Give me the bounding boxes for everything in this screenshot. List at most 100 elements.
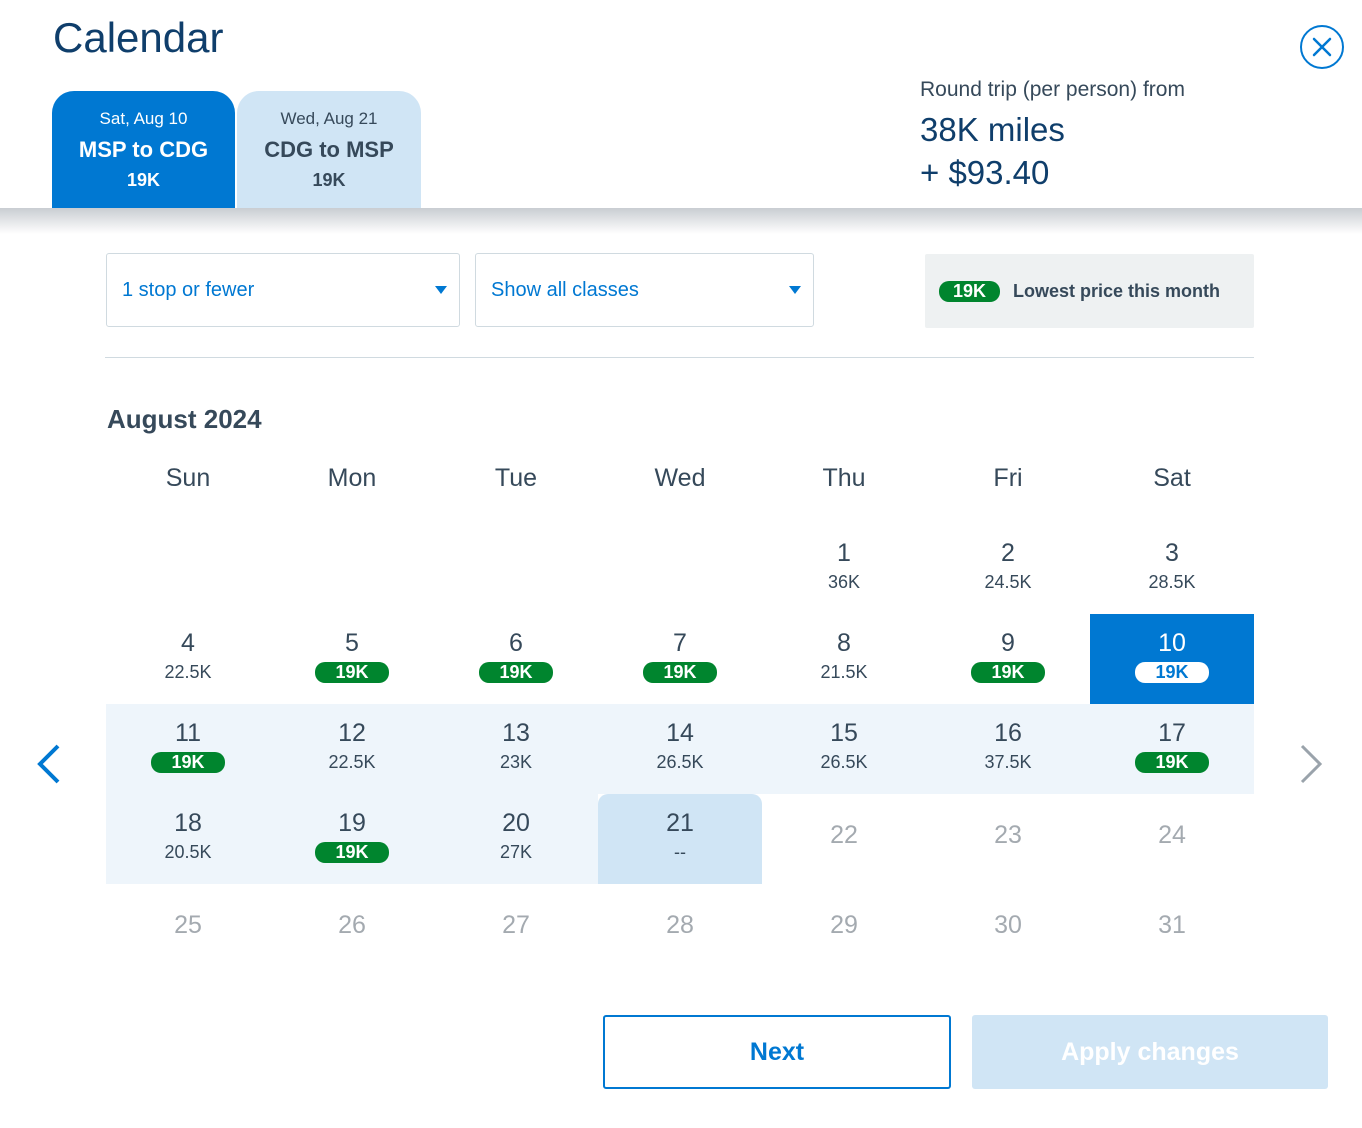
calendar-day-2[interactable]: 2 24.5K [926,524,1090,614]
day-number: 23 [994,821,1022,849]
day-number: 30 [994,911,1022,939]
calendar-day-7[interactable]: 7 19K [598,614,762,704]
weekday-header: Sat [1153,464,1191,492]
day-number: 3 [1165,539,1179,567]
calendar-day-5[interactable]: 5 19K [270,614,434,704]
lowest-price-badge: 19K [1135,662,1209,683]
lowest-price-legend: 19K Lowest price this month [925,254,1254,328]
legend-text: Lowest price this month [1013,280,1221,301]
calendar-day-19[interactable]: 19 19K [270,794,434,884]
day-number: 14 [666,719,694,747]
tab-return[interactable]: Wed, Aug 21 CDG to MSP 19K [237,91,421,208]
day-price: -- [674,842,686,862]
tab-return-route: CDG to MSP [264,137,394,162]
day-number: 26 [338,911,366,939]
day-price: 22.5K [164,662,212,682]
day-number: 18 [174,809,202,837]
calendar-day-16[interactable]: 16 37.5K [926,704,1090,794]
legend-badge: 19K [939,280,1000,302]
calendar-day-13[interactable]: 13 23K [434,704,598,794]
lowest-price-badge: 19K [315,842,389,863]
calendar-header: Calendar Sat, Aug 10 MSP to CDG 19K Wed,… [0,0,1362,208]
calendar-day-9[interactable]: 9 19K [926,614,1090,704]
calendar-day-10[interactable]: 10 19K [1090,614,1254,704]
day-number: 20 [502,809,530,837]
chevron-right-icon [1300,744,1323,784]
calendar-day-18[interactable]: 18 20.5K [106,794,270,884]
calendar-day-4[interactable]: 4 22.5K [106,614,270,704]
calendar-day-12[interactable]: 12 22.5K [270,704,434,794]
day-price: 23K [499,752,533,772]
day-number: 27 [502,911,530,939]
calendar-day-15[interactable]: 15 26.5K [762,704,926,794]
day-number: 1 [837,539,851,567]
day-price: 28.5K [1148,572,1196,592]
day-price: 24.5K [984,572,1032,592]
price-cash: + $93.40 [920,154,1050,191]
page-title: Calendar [53,14,224,61]
calendar-day-24: 24 [1090,794,1254,884]
day-number: 13 [502,719,530,747]
calendar-day-20[interactable]: 20 27K [434,794,598,884]
day-number: 17 [1158,719,1186,747]
caret-down-icon [789,286,801,294]
stops-select[interactable]: 1 stop or fewer [106,253,460,327]
class-select[interactable]: Show all classes [475,253,814,327]
close-button[interactable] [1300,25,1344,69]
apply-changes-button[interactable]: Apply changes [972,1015,1328,1089]
calendar-day-8[interactable]: 8 21.5K [762,614,926,704]
lowest-price-badge: 19K [971,662,1045,683]
next-button[interactable]: Next [603,1015,951,1089]
calendar-day-26: 26 [270,884,434,974]
day-number: 21 [666,809,694,837]
calendar-day-29: 29 [762,884,926,974]
weekday-header: Tue [494,464,538,492]
day-number: 25 [174,911,202,939]
day-number: 9 [1001,629,1015,657]
day-price: 36K [827,572,861,592]
day-number: 2 [1001,539,1015,567]
lowest-price-badge: 19K [643,662,717,683]
calendar-day-3[interactable]: 3 28.5K [1090,524,1254,614]
caret-down-icon [435,286,447,294]
tab-return-date: Wed, Aug 21 [280,109,378,128]
class-select-value: Show all classes [491,278,639,301]
day-number: 8 [837,629,851,657]
stops-select-value: 1 stop or fewer [122,278,255,301]
close-icon [1312,37,1332,57]
calendar-day-1[interactable]: 1 36K [762,524,926,614]
calendar-day-21[interactable]: 21 -- [598,794,762,884]
day-number: 22 [830,821,858,849]
weekday-header: Sun [165,464,211,492]
calendar-day-22: 22 [762,794,926,884]
chevron-left-icon [37,744,60,784]
round-trip-price: Round trip (per person) from 38K miles +… [920,78,1185,194]
calendar-day-30: 30 [926,884,1090,974]
day-number: 12 [338,719,366,747]
day-number: 16 [994,719,1022,747]
day-price: 27K [499,842,533,862]
prev-month-button[interactable] [28,742,72,786]
tab-outbound[interactable]: Sat, Aug 10 MSP to CDG 19K [52,91,235,208]
next-month-button[interactable] [1290,742,1334,786]
day-number: 4 [181,629,195,657]
day-number: 29 [830,911,858,939]
day-number: 28 [666,911,694,939]
price-miles: 38K miles [920,111,1065,148]
calendar-day-31: 31 [1090,884,1254,974]
calendar-day-11[interactable]: 11 19K [106,704,270,794]
day-price: 26.5K [820,752,868,772]
calendar-day-6[interactable]: 6 19K [434,614,598,704]
day-price: 20.5K [164,842,212,862]
day-number: 5 [345,629,359,657]
lowest-price-badge: 19K [1135,752,1209,773]
calendar-day-14[interactable]: 14 26.5K [598,704,762,794]
day-number: 6 [509,629,523,657]
month-title: August 2024 [107,404,262,434]
calendar-day-17[interactable]: 17 19K [1090,704,1254,794]
day-price: 37.5K [984,752,1032,772]
day-price: 26.5K [656,752,704,772]
tab-outbound-miles: 19K [126,170,161,190]
calendar-day-28: 28 [598,884,762,974]
day-number: 11 [175,719,201,747]
